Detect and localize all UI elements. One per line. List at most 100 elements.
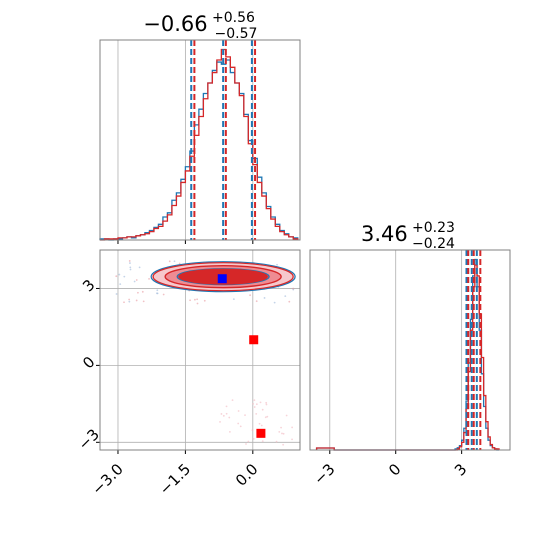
joint-scatter-point bbox=[280, 426, 282, 429]
joint-frame bbox=[99, 249, 301, 451]
joint-scatter-point bbox=[118, 273, 121, 276]
joint-scatter-point bbox=[261, 440, 264, 443]
joint-scatter-point bbox=[173, 260, 176, 263]
marginal-x-title: −0.66 +0.56 −0.57 bbox=[143, 7, 260, 42]
joint-scatter-point bbox=[260, 424, 263, 427]
joint-scatter-point bbox=[228, 416, 231, 419]
joint-scatter-point bbox=[237, 422, 240, 425]
joint-scatter-point bbox=[162, 293, 165, 296]
joint-scatter-point bbox=[156, 292, 158, 295]
joint-scatter-point bbox=[285, 414, 288, 417]
joint-scatter-point bbox=[219, 421, 221, 423]
joint-scatter-point bbox=[141, 290, 144, 293]
joint-scatter-point bbox=[273, 301, 276, 304]
joint-scatter-point bbox=[225, 412, 228, 415]
joint-scatter-point bbox=[291, 438, 293, 441]
marginal-y-panel: 3.46 +0.23 −0.24 −3 0 3 bbox=[309, 217, 511, 488]
joint-scatter-point bbox=[258, 422, 261, 425]
marginal-y-title-main: 3.46 bbox=[361, 222, 408, 246]
marginal-x-frame bbox=[99, 39, 301, 241]
joint-scatter-point bbox=[247, 440, 250, 443]
joint-scatter-point bbox=[133, 280, 136, 283]
joint-scatter-point bbox=[255, 413, 258, 415]
joint-scatter-point bbox=[251, 429, 254, 432]
marginal-x-series bbox=[99, 48, 299, 241]
joint-scatter-point bbox=[288, 300, 291, 303]
joint-scatter-point bbox=[222, 414, 225, 417]
joint-scatter-point bbox=[115, 293, 118, 295]
marginal-y-frame bbox=[309, 249, 511, 451]
marginal-x-title-sup: +0.56 bbox=[212, 10, 255, 26]
joint-scatter-point bbox=[142, 300, 145, 303]
joint-scatter-point bbox=[196, 302, 199, 305]
marginal-x-histogram-series-2 bbox=[100, 48, 299, 241]
joint-scatter-point bbox=[135, 279, 138, 281]
marginal-y-title-sup: +0.23 bbox=[412, 220, 455, 236]
joint-scatter-point bbox=[119, 283, 122, 286]
joint-x-tick-label: −1.5 bbox=[156, 460, 194, 498]
joint-scatter-point bbox=[148, 277, 150, 280]
joint-scatter-point bbox=[245, 443, 247, 445]
marginal-y-tick-label: 3 bbox=[451, 460, 470, 479]
joint-scatter-point bbox=[292, 288, 295, 291]
joint-scatter-point bbox=[123, 275, 126, 278]
joint-scatter-point bbox=[263, 297, 266, 299]
joint-ticks: −3.0 −1.5 0.0 −3 0 3 bbox=[75, 276, 262, 499]
marginal-y-tick-label: −3 bbox=[310, 460, 338, 488]
joint-scatter-point bbox=[259, 401, 262, 404]
joint-scatter-point bbox=[255, 403, 258, 406]
joint-markers bbox=[217, 274, 266, 438]
joint-scatter-point bbox=[252, 437, 255, 440]
joint-scatter-point bbox=[237, 410, 240, 412]
marginal-x-ticks bbox=[117, 240, 254, 244]
joint-scatter-point bbox=[232, 298, 235, 301]
joint-scatter-point bbox=[284, 295, 287, 298]
joint-scatter-point bbox=[203, 299, 206, 302]
joint-scatter-point bbox=[244, 414, 246, 417]
marginal-x-histogram-series-1 bbox=[99, 59, 299, 241]
joint-x-tick-label: 0.0 bbox=[232, 460, 262, 490]
joint-scatter-point bbox=[128, 298, 131, 301]
joint-scatter-point bbox=[253, 399, 256, 402]
joint-scatter-point bbox=[128, 300, 131, 303]
joint-y-tick-label: 3 bbox=[79, 276, 98, 295]
joint-scatter-point bbox=[194, 298, 196, 301]
joint-scatter-point bbox=[225, 405, 228, 408]
marginal-x-title-main: −0.66 bbox=[143, 12, 207, 36]
joint-scatter-point bbox=[189, 299, 191, 302]
joint-marker-square bbox=[217, 274, 227, 284]
marginal-y-title-sub: −0.24 bbox=[412, 236, 455, 252]
marginal-y-title: 3.46 +0.23 −0.24 bbox=[361, 217, 460, 252]
joint-scatter-point bbox=[265, 403, 268, 406]
joint-scatter-point bbox=[276, 263, 278, 266]
joint-scatter-point bbox=[265, 401, 268, 404]
joint-scatter-point bbox=[128, 260, 131, 262]
joint-marker-square bbox=[249, 335, 259, 345]
marginal-y-quantile-lines bbox=[465, 250, 482, 450]
joint-scatter-point bbox=[220, 413, 223, 415]
joint-scatter-point bbox=[135, 299, 138, 302]
joint-scatter-point bbox=[228, 431, 231, 433]
marginal-x-grid bbox=[117, 40, 254, 240]
joint-scatter-point bbox=[129, 262, 131, 264]
marginal-x-panel: −0.66 +0.56 −0.57 bbox=[99, 7, 301, 244]
joint-contour-outer-red bbox=[152, 262, 294, 292]
marginal-y-series bbox=[315, 258, 500, 451]
joint-scatter-point bbox=[264, 416, 267, 419]
joint-scatter-point bbox=[291, 426, 294, 429]
joint-scatter-point bbox=[281, 432, 283, 435]
joint-scatter-point bbox=[138, 266, 141, 269]
joint-scatter-point bbox=[275, 440, 278, 443]
marginal-x-title-sub: −0.57 bbox=[215, 26, 258, 42]
joint-scatter-point bbox=[123, 301, 125, 304]
marginal-x-quantile-lines bbox=[190, 40, 257, 240]
marginal-y-tick-label: 0 bbox=[385, 460, 404, 479]
marginal-y-ticks: −3 0 3 bbox=[310, 450, 470, 488]
joint-scatter-point bbox=[278, 430, 281, 433]
marginal-y-grid bbox=[329, 250, 463, 450]
joint-scatter-point bbox=[253, 406, 256, 408]
joint-scatter-point bbox=[249, 294, 252, 297]
joint-scatter-point bbox=[266, 415, 269, 418]
joint-scatter-point bbox=[255, 300, 258, 303]
